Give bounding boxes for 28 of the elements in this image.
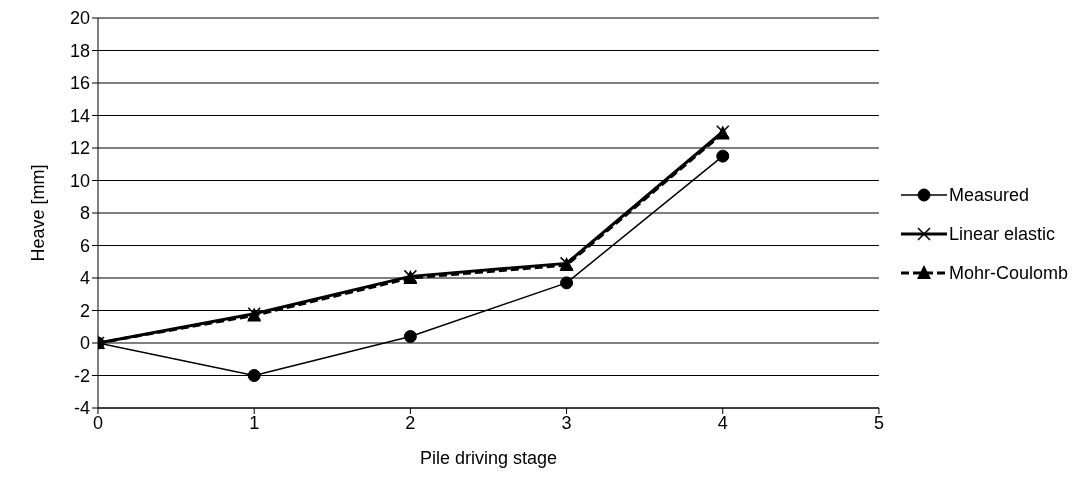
y-tick-label: 16 bbox=[69, 73, 90, 94]
x-tick-label: 0 bbox=[92, 412, 104, 433]
y-tick-label: 18 bbox=[69, 40, 90, 61]
y-tick-label: 10 bbox=[69, 170, 90, 191]
point bbox=[560, 276, 574, 290]
x-tick-label: 4 bbox=[717, 412, 728, 433]
point bbox=[716, 149, 730, 163]
x-tick-label: 2 bbox=[405, 412, 416, 433]
legend-label: Measured bbox=[948, 184, 1029, 206]
y-tick-label: 2 bbox=[79, 300, 90, 321]
x-axis-title: Pile driving stage bbox=[419, 448, 558, 468]
point bbox=[403, 330, 417, 343]
legend-label: Mohr-Coulomb bbox=[948, 262, 1068, 284]
x-tick-label: 1 bbox=[249, 412, 260, 433]
y-tick-label: -4 bbox=[73, 398, 90, 419]
x-tick-label: 3 bbox=[561, 412, 572, 433]
point bbox=[247, 369, 261, 382]
y-tick-label: 8 bbox=[79, 203, 90, 224]
y-tick-label: 6 bbox=[79, 235, 90, 256]
x-tick-label: 5 bbox=[873, 412, 884, 433]
y-tick-label: 4 bbox=[79, 268, 90, 289]
y-tick-label: -2 bbox=[73, 365, 90, 386]
y-tick-label: 14 bbox=[69, 105, 90, 126]
y-tick-label: 20 bbox=[69, 8, 90, 29]
y-tick-label: 0 bbox=[79, 333, 90, 354]
y-tick-label: 12 bbox=[69, 138, 90, 159]
legend-label: Linear elastic bbox=[948, 223, 1056, 245]
y-axis-title: Heave [mm] bbox=[28, 164, 49, 262]
